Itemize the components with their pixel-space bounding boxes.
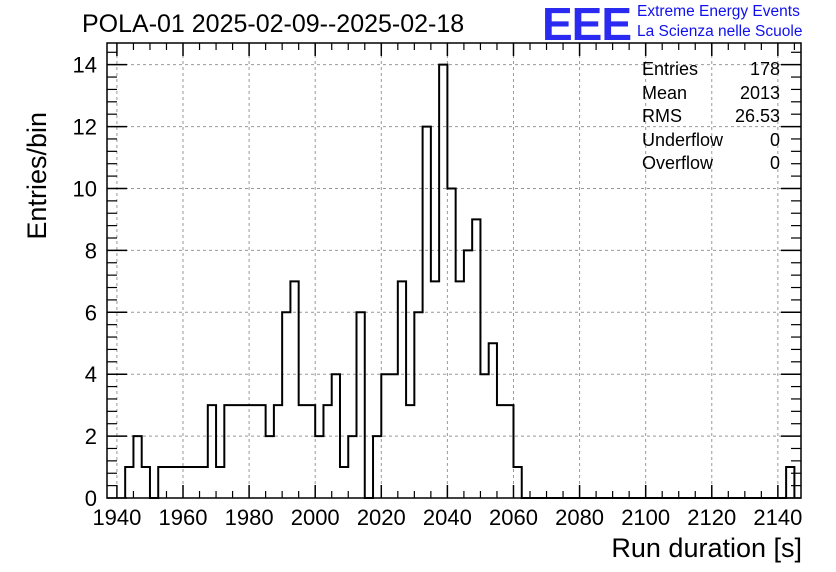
stats-row: Mean 2013: [642, 82, 780, 106]
y-tick-label: 12: [73, 115, 97, 140]
x-tick-label: 2000: [291, 505, 340, 530]
x-tick-label: 1960: [159, 505, 208, 530]
x-tick-label: 2020: [357, 505, 406, 530]
stats-label: Overflow: [642, 153, 714, 173]
y-tick-label: 6: [85, 300, 97, 325]
y-tick-label: 14: [73, 53, 97, 78]
stats-value: 178: [749, 59, 780, 79]
x-axis-label: Run duration [s]: [611, 533, 802, 563]
stats-row: Underflow 0: [642, 129, 780, 153]
stats-row: Overflow 0: [642, 152, 780, 176]
x-tick-label: 2040: [423, 505, 472, 530]
stats-value: 0: [769, 129, 780, 150]
stats-value: 26.53: [734, 106, 780, 126]
logo-caption-line2: La Scienza nelle Scuole: [637, 23, 803, 40]
stats-row: RMS 26.53: [642, 105, 780, 129]
logo-caption: Extreme Energy Events La Scienza nelle S…: [637, 2, 802, 42]
x-tick-label: 1940: [92, 505, 141, 530]
eee-logo-icon: EEE: [542, 2, 632, 44]
x-tick-label: 2100: [621, 505, 670, 530]
x-tick-label: 2120: [687, 505, 736, 530]
x-tick-label: 1980: [225, 505, 274, 530]
stats-value: 2013: [739, 82, 780, 103]
y-tick-label: 0: [85, 486, 97, 511]
axis-ticks: [107, 43, 801, 499]
stats-label: RMS: [642, 106, 682, 126]
y-tick-label: 4: [85, 362, 97, 387]
logo-caption-line1: Extreme Energy Events: [637, 3, 800, 20]
plot-frame: [106, 42, 802, 499]
stats-label: Entries: [642, 59, 699, 79]
stats-label: Mean: [642, 82, 688, 103]
x-tick-label: 2140: [753, 505, 802, 530]
x-tick-label: 2060: [489, 505, 538, 530]
y-axis-label: Entries/bin: [22, 112, 52, 240]
chart-title: POLA-01 2025-02-09--2025-02-18: [82, 10, 465, 38]
y-tick-label: 8: [85, 238, 97, 263]
y-tick-label: 10: [73, 176, 97, 201]
stats-value: 0: [769, 153, 780, 173]
y-tick-label: 2: [85, 424, 97, 449]
axis-tick-labels: 1940 1960 1980 2000 2020 2040 2060 2080 2100 2120…: [73, 53, 803, 530]
x-tick-label: 2080: [555, 505, 604, 530]
stats-box: Entries 178 Mean 2013 RMS 26.53 Underflow 0 Over…: [642, 58, 780, 176]
stats-label: Underflow: [642, 129, 724, 150]
stats-row: Entries 178: [642, 58, 780, 82]
eee-logo-text: EEE: [542, 2, 631, 44]
